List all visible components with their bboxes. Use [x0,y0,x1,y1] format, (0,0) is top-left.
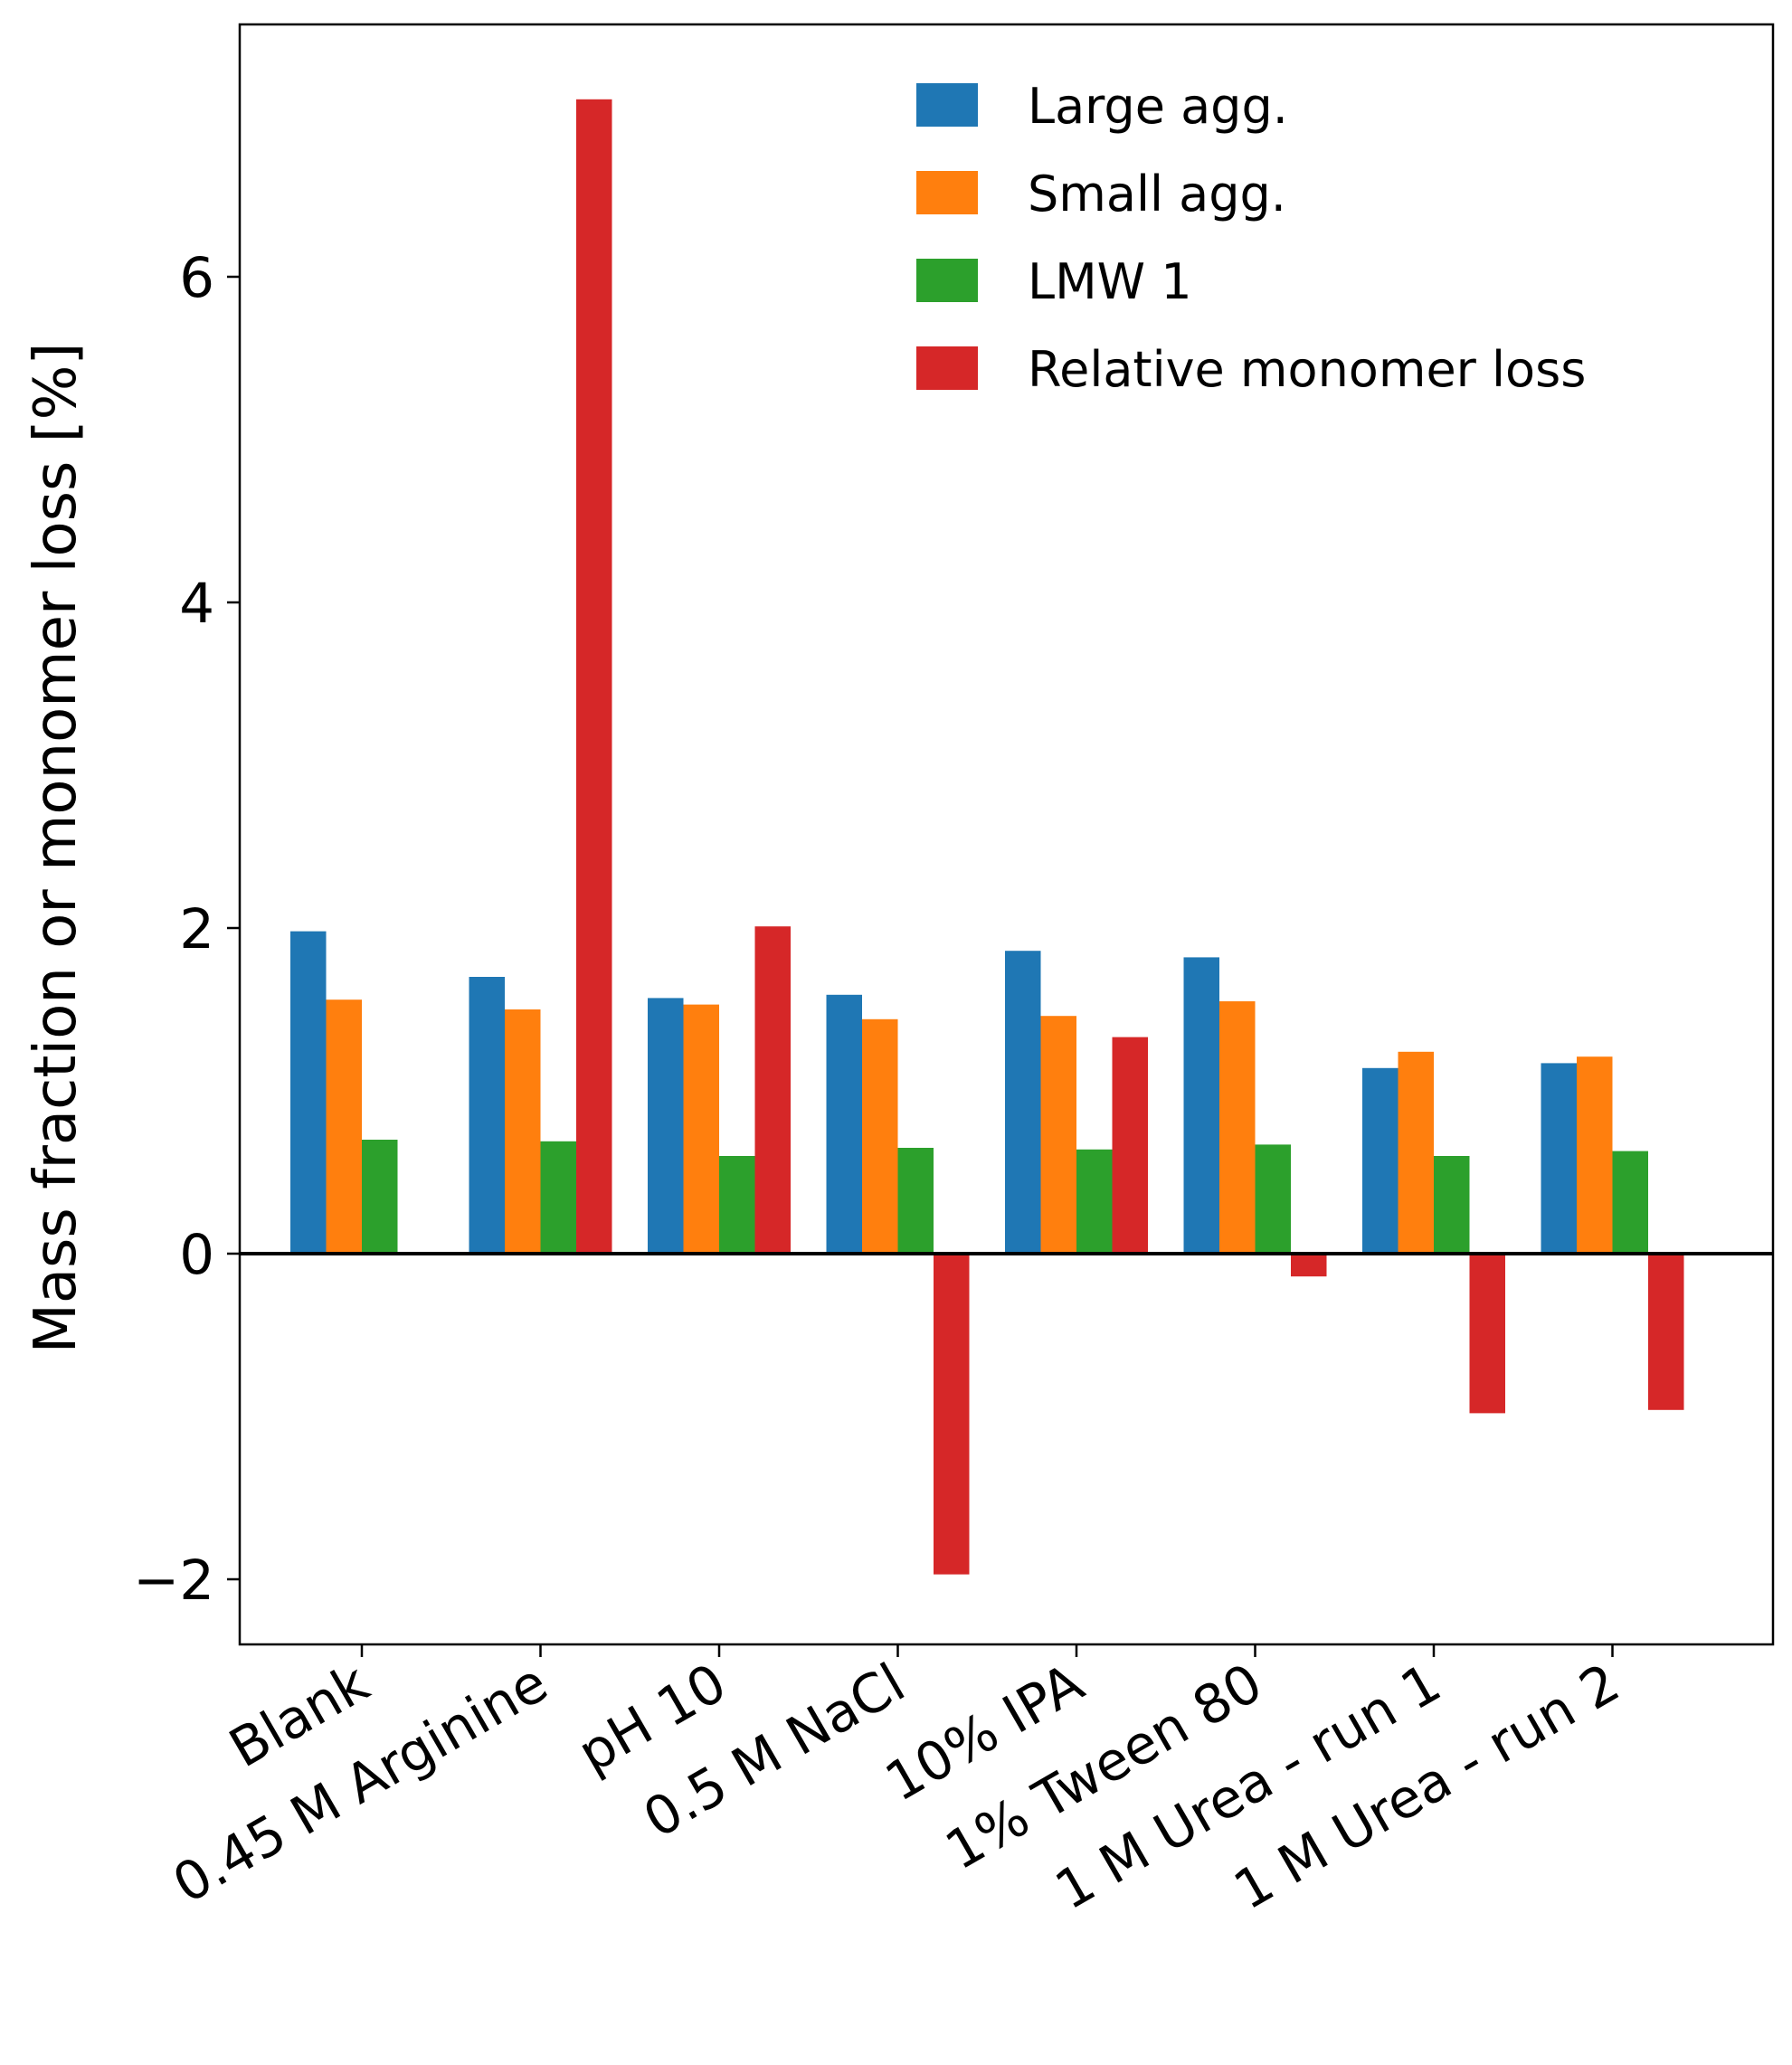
bar-lmw-1-3 [719,1156,755,1254]
bar-small-agg-2 [505,1009,541,1254]
bar-large-agg-8 [1541,1063,1577,1254]
legend-swatch [916,346,978,390]
bar-large-agg-4 [826,994,862,1254]
bar-lmw-1-6 [1255,1144,1291,1254]
bar-small-agg-6 [1219,1001,1256,1254]
y-axis-title: Mass fraction or monomer loss [%] [23,343,90,1354]
bar-relative-monomer-loss-6 [1291,1254,1327,1277]
bar-lmw-1-8 [1612,1151,1648,1254]
legend-swatch [916,171,978,214]
legend-swatch [916,259,978,302]
bar-large-agg-1 [290,931,327,1254]
legend-label: LMW 1 [1028,253,1192,310]
bar-relative-monomer-loss-3 [754,926,791,1254]
legend-label: Small agg. [1028,166,1286,223]
bar-large-agg-2 [469,977,505,1254]
bar-relative-monomer-loss-2 [576,99,612,1254]
legend: Large agg. Small agg. LMW 1 Relative monome… [916,78,1586,398]
bar-lmw-1-4 [897,1148,934,1254]
bar-small-agg-3 [683,1004,719,1254]
bar-lmw-1-5 [1076,1149,1113,1254]
bars-layer [290,99,1684,1575]
bar-small-agg-1 [326,999,362,1254]
plot-frame [238,23,1775,1646]
bar-lmw-1-1 [362,1140,398,1254]
y-axis: −2 0 2 4 6 [133,246,240,1613]
bar-small-agg-7 [1398,1051,1434,1254]
bar-relative-monomer-loss-8 [1648,1254,1684,1410]
y-tick-label: −2 [133,1549,214,1613]
y-tick-label: 2 [179,897,214,961]
legend-swatch [916,83,978,127]
y-tick-label: 0 [179,1223,214,1287]
legend-label: Large agg. [1028,78,1288,135]
bar-large-agg-3 [648,998,684,1254]
bar-lmw-1-7 [1434,1156,1470,1254]
bar-small-agg-5 [1040,1016,1076,1254]
bar-large-agg-5 [1005,951,1041,1254]
bar-large-agg-6 [1183,957,1219,1254]
bar-lmw-1-2 [540,1141,576,1254]
bar-relative-monomer-loss-4 [934,1254,970,1575]
bar-relative-monomer-loss-7 [1469,1254,1505,1414]
bar-relative-monomer-loss-5 [1112,1037,1148,1254]
legend-label: Relative monomer loss [1028,341,1586,398]
bar-small-agg-8 [1577,1056,1613,1254]
bar-large-agg-7 [1362,1067,1399,1254]
bar-small-agg-4 [862,1018,898,1254]
y-tick-label: 6 [179,246,214,310]
y-tick-label: 4 [179,572,214,636]
